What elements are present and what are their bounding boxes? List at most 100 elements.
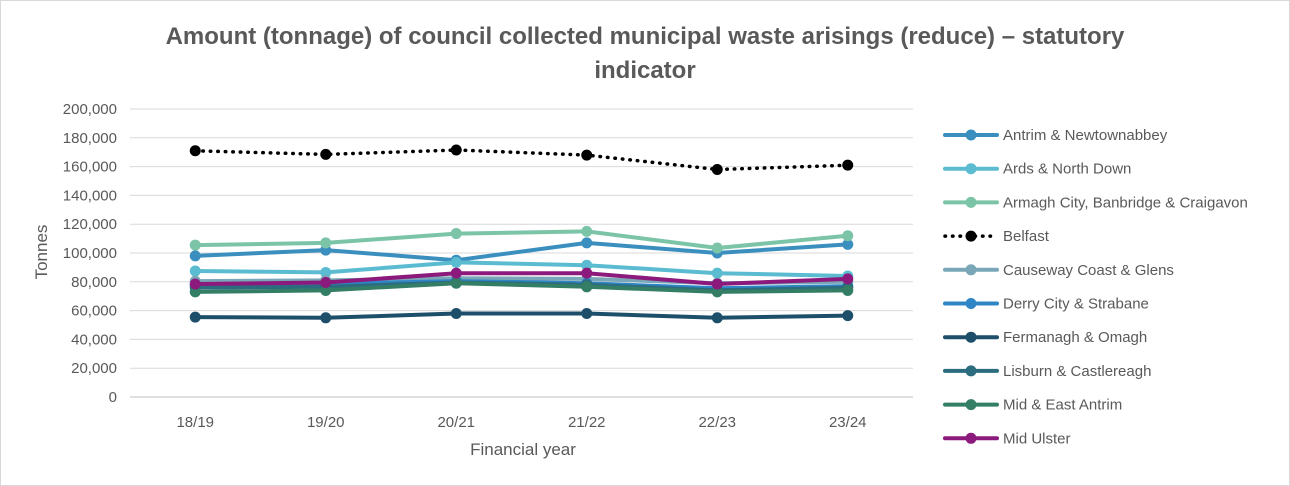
legend-swatch-marker [965,331,977,343]
series-line-mid-ulster [193,271,850,286]
series-line-armagh-city-banbridge-craigavon [193,229,850,250]
legend-swatch-marker [965,129,977,141]
series-line-mid-east-antrim [193,281,850,294]
series-mid-east-antrim [189,277,854,298]
data-point-armagh-city-banbridge-craigavon [320,237,332,249]
legend-label: Mid & East Antrim [1003,397,1122,414]
data-point-armagh-city-banbridge-craigavon [711,242,723,254]
data-point-mid-ulster [450,267,462,279]
data-point-mid-east-antrim [711,286,723,298]
y-tick-label: 60,000 [71,303,117,320]
legend-swatch-marker [965,298,977,309]
series-mid-ulster [189,267,854,290]
legend-swatch-marker [965,264,977,276]
series-fermanagh-omagh [189,307,854,324]
data-point-belfast [450,144,462,156]
legend-swatch-marker [965,196,977,208]
data-point-mid-east-antrim [320,284,332,296]
series-belfast [189,144,854,175]
legend-label: Belfast [1003,228,1050,245]
y-tick-label: 160,000 [63,159,117,176]
x-tick-label: 18/19 [176,414,214,431]
y-tick-label: 0 [109,389,117,406]
series-line-fermanagh-omagh [193,311,850,320]
data-point-belfast [842,159,854,171]
series-line-ards-north-down [193,260,850,278]
data-point-mid-ulster [711,278,723,290]
data-point-fermanagh-omagh [450,307,462,319]
data-point-mid-east-antrim [842,284,854,296]
data-point-mid-east-antrim [189,286,201,298]
gridlines [130,108,913,398]
data-point-mid-ulster [581,267,593,279]
legend-swatch-marker [965,163,977,175]
chart-title-line-2: indicator [594,57,695,84]
data-point-armagh-city-banbridge-craigavon [450,228,462,240]
x-tick-label: 23/24 [829,414,867,431]
data-point-mid-ulster [320,277,332,289]
legend-swatch-marker [965,230,977,242]
legend-swatch-marker [965,432,977,444]
legend: Antrim & Newtownabbey Ards & North Down Ar… [943,127,1248,447]
y-tick-label: 200,000 [63,101,117,118]
x-tick-label: 19/20 [307,414,345,431]
x-tick-label: 20/21 [437,414,475,431]
data-point-belfast [581,149,593,161]
data-point-ards-north-down [581,259,593,271]
legend-swatch-marker [965,365,977,377]
data-point-armagh-city-banbridge-craigavon [842,230,854,242]
y-axis-title: Tonnes [32,225,51,280]
legend-item-derry-city-strabane: Derry City & Strabane [943,296,1149,313]
data-point-antrim-newtownabbey [842,238,854,250]
legend-label: Fermanagh & Omagh [1003,329,1147,346]
chart-title-line-1: Amount (tonnage) of council collected mu… [166,23,1125,50]
series-line-antrim-newtownabbey [193,240,850,263]
legend-item-antrim-newtownabbey: Antrim & Newtownabbey [943,127,1168,144]
data-point-mid-ulster [842,273,854,285]
data-point-antrim-newtownabbey [581,237,593,249]
data-point-fermanagh-omagh [711,312,723,324]
data-point-antrim-newtownabbey [189,250,201,262]
x-tick-label: 22/23 [698,414,736,431]
legend-label: Armagh City, Banbridge & Craigavon [1003,194,1248,211]
data-point-armagh-city-banbridge-craigavon [189,239,201,251]
y-tick-label: 140,000 [63,187,117,204]
data-point-belfast [189,145,201,157]
y-tick-label: 80,000 [71,274,117,291]
series-ards-north-down [189,256,854,282]
legend-item-lisburn-castlereagh: Lisburn & Castlereagh [943,363,1151,380]
series-antrim-newtownabbey [189,237,854,266]
data-point-fermanagh-omagh [842,310,854,322]
y-tick-label: 120,000 [63,216,117,233]
y-axis-ticks: 0 20,000 40,000 60,000 80,000 100,000 120,000 1… [63,101,117,406]
data-point-fermanagh-omagh [320,312,332,324]
legend-item-mid-ulster: Mid Ulster [943,430,1071,447]
legend-label: Causeway Coast & Glens [1003,262,1174,279]
legend-label: Antrim & Newtownabbey [1003,127,1168,144]
data-point-ards-north-down [189,265,201,277]
data-point-ards-north-down [320,266,332,278]
y-tick-label: 20,000 [71,360,117,377]
legend-item-belfast: Belfast [943,228,1050,245]
legend-item-ards-north-down: Ards & North Down [943,161,1131,178]
y-tick-label: 180,000 [63,130,117,147]
data-point-ards-north-down [450,256,462,268]
data-point-belfast [711,163,723,175]
legend-item-fermanagh-omagh: Fermanagh & Omagh [943,329,1147,346]
x-axis-title: Financial year [470,440,576,459]
data-point-mid-east-antrim [581,281,593,293]
legend-item-causeway-coast-glens: Causeway Coast & Glens [943,262,1174,279]
legend-label: Ards & North Down [1003,161,1131,178]
data-point-belfast [320,148,332,160]
x-axis-ticks: 18/19 19/20 20/21 21/22 22/23 23/24 [176,414,866,431]
series-armagh-city-banbridge-craigavon [189,225,854,254]
legend-label: Derry City & Strabane [1003,296,1149,313]
legend-label: Mid Ulster [1003,430,1071,447]
series-lines [189,144,854,324]
data-point-mid-east-antrim [450,277,462,289]
legend-label: Lisburn & Castlereagh [1003,363,1151,380]
y-tick-label: 40,000 [71,331,117,348]
y-tick-label: 100,000 [63,245,117,262]
data-point-fermanagh-omagh [189,311,201,323]
